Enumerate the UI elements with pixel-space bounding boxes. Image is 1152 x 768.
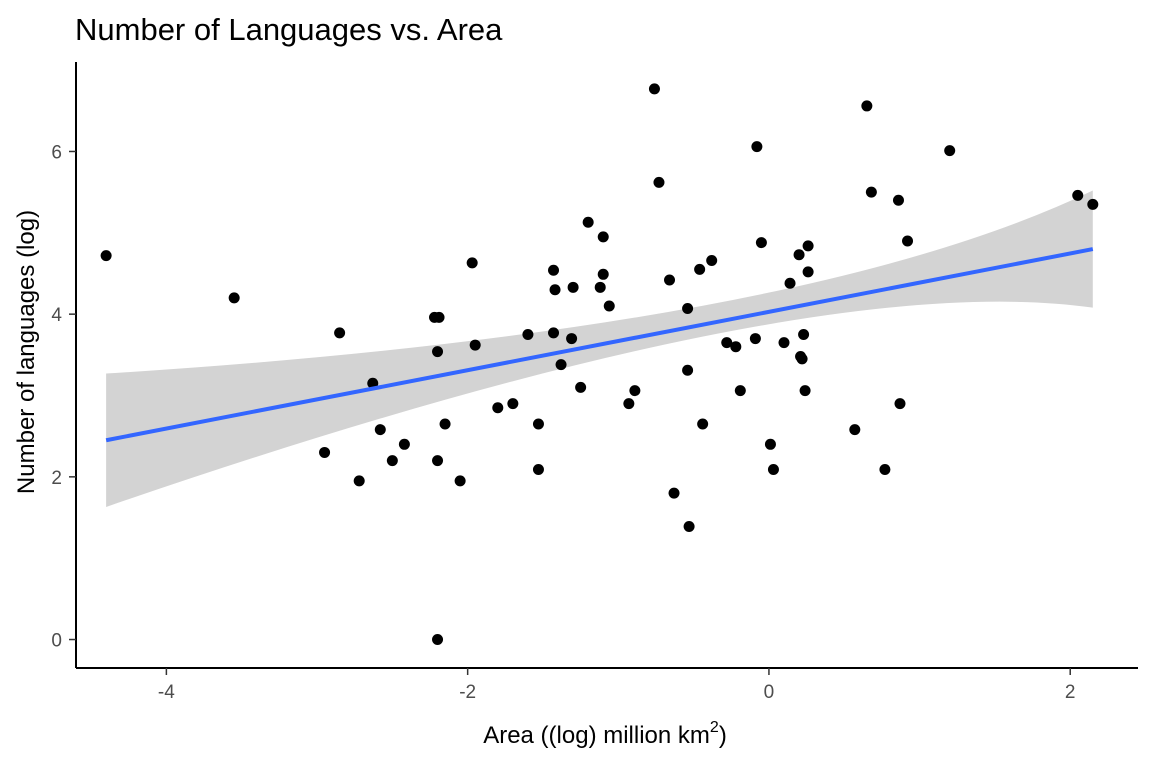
data-point (603, 300, 615, 312)
data-point (532, 418, 544, 430)
data-point (849, 424, 861, 436)
x-axis-title-main: Area ((log) million km (483, 722, 710, 749)
data-point (682, 364, 694, 376)
data-point (799, 385, 811, 397)
data-point (767, 464, 779, 476)
data-point (734, 385, 746, 397)
x-axis-title-suffix: ) (719, 722, 727, 749)
data-point (784, 277, 796, 289)
x-axis-ticks: -4 -2 0 2 (158, 668, 1076, 703)
confidence-band (106, 190, 1093, 507)
data-point (749, 333, 761, 345)
data-point (548, 264, 560, 276)
data-point (492, 402, 504, 414)
data-point (894, 398, 906, 410)
x-axis-title: Area ((log) million km2) (483, 719, 727, 749)
data-point (548, 327, 560, 339)
data-point (566, 333, 578, 345)
data-point (879, 464, 891, 476)
data-point (597, 268, 609, 280)
data-point (532, 464, 544, 476)
data-point (764, 438, 776, 450)
data-point (432, 634, 444, 646)
data-point (730, 341, 742, 353)
data-point (683, 520, 695, 532)
data-point (1087, 198, 1099, 210)
data-point (902, 235, 914, 247)
data-point (439, 418, 451, 430)
data-point (798, 328, 810, 340)
data-point (100, 250, 112, 262)
data-point (432, 455, 444, 467)
y-axis-ticks: 0 2 4 6 (51, 142, 76, 652)
data-point (861, 100, 873, 112)
x-tick-label: -4 (158, 682, 175, 703)
x-tick-label: 2 (1065, 682, 1076, 703)
data-point (778, 337, 790, 349)
y-tick-label: 2 (51, 468, 62, 489)
data-point (582, 216, 594, 228)
data-point (549, 284, 561, 296)
x-axis-title-superscript: 2 (710, 719, 719, 736)
data-point (1072, 189, 1084, 201)
x-tick-label: -2 (459, 682, 476, 703)
plot-area (100, 83, 1099, 646)
points-layer (100, 83, 1099, 646)
data-point (433, 311, 445, 323)
data-point (648, 83, 660, 95)
data-point (454, 475, 466, 487)
data-point (653, 176, 665, 188)
data-point (682, 302, 694, 314)
y-tick-label: 6 (51, 142, 62, 163)
data-point (507, 398, 519, 410)
data-point (865, 186, 877, 198)
data-point (228, 292, 240, 304)
data-point (597, 231, 609, 243)
data-point (469, 339, 481, 351)
data-point (944, 145, 956, 157)
data-point (793, 249, 805, 261)
chart-title: Number of Languages vs. Area (75, 12, 503, 47)
data-point (594, 281, 606, 293)
data-point (555, 359, 567, 371)
x-tick-label: 0 (764, 682, 775, 703)
data-point (697, 418, 709, 430)
y-tick-label: 4 (51, 305, 62, 326)
data-point (755, 237, 767, 249)
data-point (466, 257, 478, 269)
y-axis-title: Number of languages (log) (13, 210, 40, 494)
data-point (623, 398, 635, 410)
regression-line (105, 247, 1094, 443)
data-point (751, 141, 763, 153)
data-point (796, 353, 808, 365)
data-point (802, 240, 814, 252)
data-point (334, 327, 346, 339)
data-point (706, 254, 718, 266)
data-point (721, 337, 733, 349)
data-point (386, 455, 398, 467)
data-point (892, 194, 904, 206)
data-point (694, 263, 706, 275)
data-point (522, 328, 534, 340)
data-point (319, 446, 331, 458)
data-point (567, 281, 579, 293)
data-point (664, 274, 676, 286)
data-point (575, 381, 587, 393)
data-point (432, 346, 444, 358)
data-point (398, 438, 410, 450)
y-tick-label: 0 (51, 631, 62, 652)
data-point (668, 487, 680, 499)
data-point (802, 266, 814, 278)
data-point (353, 475, 365, 487)
data-point (374, 424, 386, 436)
data-point (629, 385, 641, 397)
